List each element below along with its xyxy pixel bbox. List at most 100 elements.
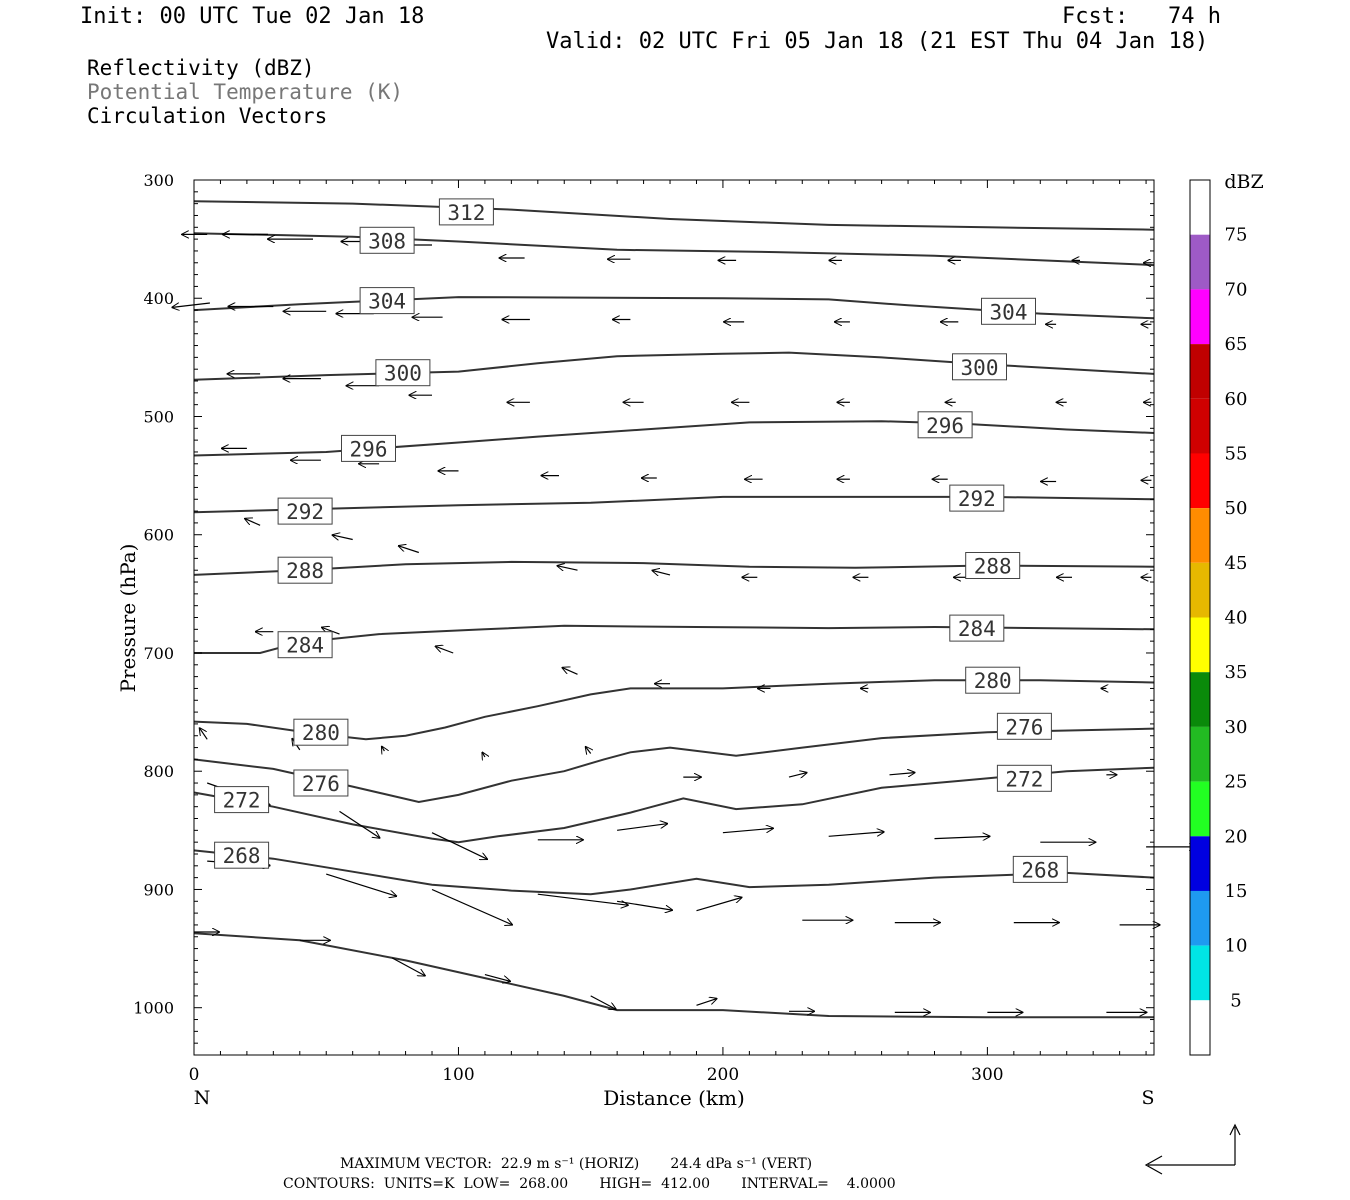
north-label: N xyxy=(194,1087,211,1109)
colorbar-level-label: 55 xyxy=(1225,443,1248,464)
south-label: S xyxy=(1141,1087,1154,1109)
colorbar-level-label: 45 xyxy=(1225,553,1248,574)
svg-text:296: 296 xyxy=(926,414,964,438)
circulation-vector xyxy=(653,571,671,575)
circulation-vector xyxy=(537,893,628,905)
circulation-vector xyxy=(558,566,578,570)
svg-text:276: 276 xyxy=(302,772,340,796)
y-tick-label: 500 xyxy=(143,407,174,426)
colorbar-title: dBZ xyxy=(1224,171,1263,193)
colorbar-swatch xyxy=(1190,344,1210,399)
colorbar-level-label: 40 xyxy=(1225,608,1248,629)
colorbar-level-label: 15 xyxy=(1225,881,1248,902)
circulation-vector xyxy=(828,832,884,837)
colorbar-level-label: 25 xyxy=(1225,772,1248,793)
contour-label: 272 xyxy=(214,786,270,814)
svg-text:288: 288 xyxy=(286,559,324,583)
svg-text:300: 300 xyxy=(384,362,422,386)
svg-text:300: 300 xyxy=(961,356,999,380)
svg-text:272: 272 xyxy=(223,789,261,813)
svg-text:280: 280 xyxy=(302,721,340,745)
x-tick-label: 100 xyxy=(442,1065,474,1085)
circulation-vector xyxy=(563,668,578,675)
circulation-vector xyxy=(934,836,990,838)
contour-label: 288 xyxy=(277,556,333,584)
colorbar-swatch xyxy=(1190,508,1210,563)
circulation-vector xyxy=(696,898,742,912)
svg-text:276: 276 xyxy=(1005,715,1043,739)
legend-circulation-vectors: Circulation Vectors xyxy=(87,104,328,128)
circulation-vector xyxy=(590,995,616,1009)
svg-text:272: 272 xyxy=(1005,767,1043,791)
svg-text:288: 288 xyxy=(974,555,1012,579)
circulation-vector xyxy=(889,773,915,775)
contour-label: 284 xyxy=(277,631,333,659)
colorbar-swatch xyxy=(1190,890,1210,946)
contour-line-288 xyxy=(193,560,1155,576)
maximum-vector-note: MAXIMUM VECTOR: 22.9 m s⁻¹ (HORIZ) 24.4 … xyxy=(340,1156,813,1172)
contour-line-292 xyxy=(193,495,1155,514)
y-tick-label: 600 xyxy=(143,526,174,545)
contour-line-284 xyxy=(194,624,1155,654)
colorbar-level-label: 20 xyxy=(1225,826,1248,847)
contour-info-note: CONTOURS: UNITS=K LOW= 268.00 HIGH= 412.… xyxy=(283,1176,896,1192)
contour-line-308 xyxy=(193,232,1155,267)
contour-line-unlabeled xyxy=(193,932,1154,1019)
circulation-vector xyxy=(722,828,773,834)
svg-text:304: 304 xyxy=(990,300,1028,324)
forecast-hour: Fcst: 74 h xyxy=(1062,4,1221,29)
colorbar-swatch xyxy=(1190,781,1210,837)
colorbar-swatch xyxy=(1190,398,1210,454)
svg-text:312: 312 xyxy=(447,201,485,225)
x-axis-label: Distance (km) xyxy=(603,1086,745,1110)
contour-label: 280 xyxy=(965,666,1021,694)
svg-text:296: 296 xyxy=(350,437,388,461)
colorbar-swatch xyxy=(1190,617,1210,673)
contour-label: 272 xyxy=(996,764,1052,792)
contour-line-312 xyxy=(193,200,1155,231)
circulation-vector xyxy=(326,873,396,896)
colorbar-swatch xyxy=(1190,562,1210,618)
svg-text:284: 284 xyxy=(958,617,996,641)
contour-line-296 xyxy=(193,420,1155,457)
contour-label: 308 xyxy=(359,226,415,254)
circulation-vector xyxy=(392,957,425,976)
x-tick-label: 200 xyxy=(707,1065,739,1085)
circulation-vector xyxy=(788,773,807,777)
contour-line-300 xyxy=(193,351,1155,381)
contour-label: 304 xyxy=(359,287,415,315)
circulation-vector xyxy=(172,302,210,307)
colorbar-swatch xyxy=(1190,180,1210,235)
y-axis-label: Pressure (hPa) xyxy=(116,544,140,693)
colorbar-level-label: 65 xyxy=(1225,334,1248,355)
y-tick-label: 800 xyxy=(143,762,174,781)
init-time: Init: 00 UTC Tue 02 Jan 18 xyxy=(80,4,425,29)
svg-text:292: 292 xyxy=(286,500,324,524)
contour-label: 292 xyxy=(949,484,1005,512)
circulation-vector xyxy=(333,535,353,539)
colorbar-level-label: 50 xyxy=(1225,498,1248,519)
contour-label: 276 xyxy=(996,712,1052,740)
y-tick-label: 400 xyxy=(143,289,174,308)
contour-label: 296 xyxy=(341,434,396,462)
svg-text:268: 268 xyxy=(1021,858,1059,882)
x-tick-label: 300 xyxy=(971,1065,1003,1085)
colorbar-swatch xyxy=(1190,1000,1210,1055)
circulation-vector xyxy=(200,728,208,740)
contour-label: 312 xyxy=(438,198,494,226)
legend-potential-temperature: Potential Temperature (K) xyxy=(87,80,404,104)
colorbar-swatch xyxy=(1190,234,1210,290)
circulation-vector xyxy=(436,646,454,654)
circulation-vector xyxy=(399,546,419,554)
contour-label: 300 xyxy=(952,353,1007,381)
contour-label: 268 xyxy=(214,841,270,869)
colorbar-swatch xyxy=(1190,289,1210,345)
colorbar-level-label: 60 xyxy=(1225,389,1248,410)
circulation-vector xyxy=(617,824,667,831)
colorbar-swatch xyxy=(1190,672,1210,727)
y-tick-label: 1000 xyxy=(133,999,174,1018)
colorbar-swatch xyxy=(1190,453,1210,509)
colorbar-swatch xyxy=(1190,945,1210,1001)
contour-label: 268 xyxy=(1012,855,1068,883)
